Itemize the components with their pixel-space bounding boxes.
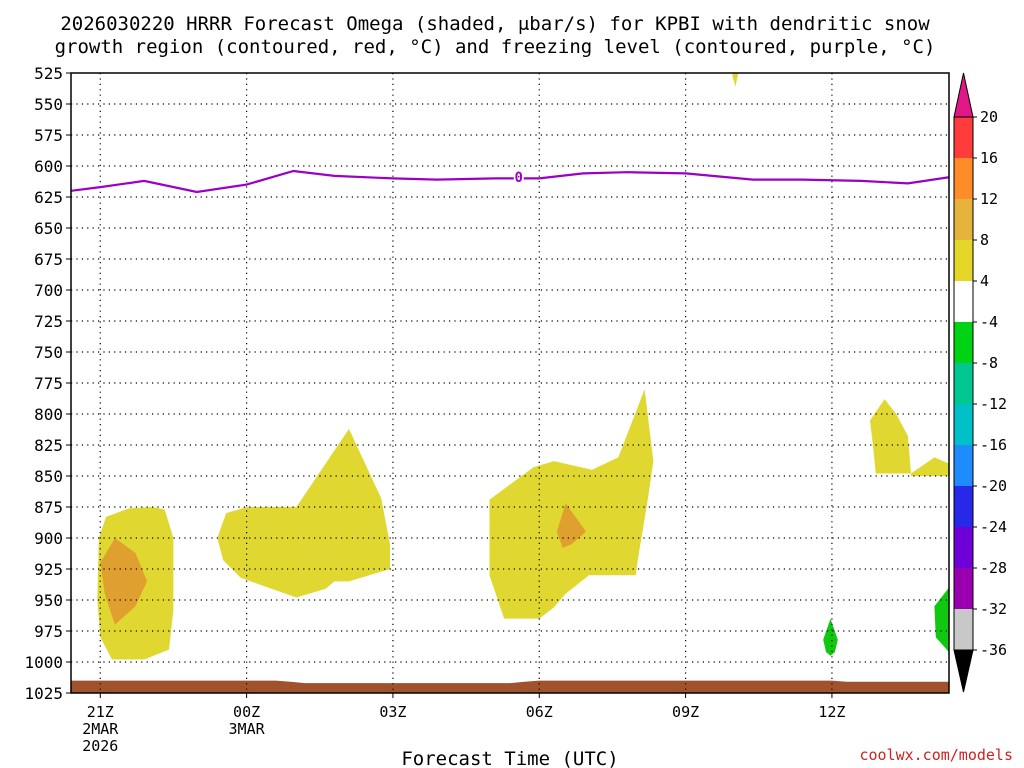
y-tick-label-2: 575: [34, 126, 63, 145]
y-tick-label-4: 625: [34, 188, 63, 207]
y-tick-label-5: 650: [34, 219, 63, 238]
y-tick-label-14: 875: [34, 498, 63, 517]
colorbar-label-10: -24: [980, 518, 1007, 536]
y-axis: 525 550 575 600 625 650 675 700 725 750 775 800 825 8…: [24, 64, 71, 703]
colorbar-segment-9: [954, 486, 973, 528]
colorbar-label-2: 12: [980, 190, 998, 208]
colorbar-label-12: -32: [980, 600, 1007, 618]
colorbar-segment-4: [954, 281, 973, 323]
omega-region-8: [823, 618, 838, 656]
colorbar-label-7: -12: [980, 395, 1007, 413]
y-tick-label-3: 600: [34, 157, 63, 176]
colorbar-label-6: -8: [980, 354, 998, 372]
colorbar-label-0: 20: [980, 108, 998, 126]
colorbar-label-5: -4: [980, 313, 998, 331]
y-tick-label-0: 525: [34, 64, 63, 83]
colorbar-segment-10: [954, 527, 973, 569]
y-tick-label-16: 925: [34, 560, 63, 579]
colorbar-label-3: 8: [980, 231, 989, 249]
y-tick-label-7: 700: [34, 281, 63, 300]
x-axis-label: Forecast Time (UTC): [401, 748, 618, 768]
x-tick-label-2-0: 03Z: [379, 703, 406, 721]
freezing-level-label: 0: [515, 170, 523, 186]
colorbar-label-9: -20: [980, 477, 1007, 495]
y-tick-label-12: 825: [34, 436, 63, 455]
x-tick-label-4-0: 09Z: [672, 703, 699, 721]
y-tick-label-10: 775: [34, 374, 63, 393]
y-tick-label-13: 850: [34, 467, 63, 486]
x-tick-label-0-2: 2026: [82, 737, 118, 755]
y-tick-label-15: 900: [34, 529, 63, 548]
plot-area: 0: [71, 73, 949, 693]
colorbar-segment-8: [954, 445, 973, 487]
colorbar-label-4: 4: [980, 272, 989, 290]
colorbar-bottom-arrow: [953, 649, 974, 693]
freezing-level-line: [71, 169, 949, 194]
y-tick-label-8: 725: [34, 312, 63, 331]
y-tick-label-9: 750: [34, 343, 63, 362]
colorbar-segment-3: [954, 240, 973, 282]
y-tick-label-17: 950: [34, 591, 63, 610]
colorbar-segment-0: [954, 117, 973, 159]
colorbar-segment-7: [954, 404, 973, 446]
colorbar-segment-1: [954, 158, 973, 200]
colorbar-label-8: -16: [980, 436, 1007, 454]
omega-region-3: [489, 389, 654, 619]
colorbar-frame: [953, 116, 974, 651]
colorbar-segment-6: [954, 363, 973, 405]
colorbar-label-13: -36: [980, 641, 1007, 659]
omega-region-9: [934, 587, 949, 653]
omega-region-4: [556, 503, 587, 548]
credit-text: coolwx.com/models: [859, 746, 1013, 764]
colorbar-segment-2: [954, 199, 973, 241]
x-tick-label-1-1: 3MAR: [229, 720, 266, 738]
colorbar-segment-11: [954, 568, 973, 610]
freezing-level-label-bg: [513, 170, 524, 184]
y-tick-label-1: 550: [34, 95, 63, 114]
chart-title-line1: 2026030220 HRRR Forecast Omega (shaded, …: [60, 13, 930, 35]
terrain-fill: [71, 680, 949, 693]
x-tick-label-0-0: 21Z: [87, 703, 114, 721]
x-tick-label-0-1: 2MAR: [82, 720, 119, 738]
y-tick-label-11: 800: [34, 405, 63, 424]
colorbar: 20 16 12 8 4 -4 -8 -12 -16 -20 -24 -28 -32 -36: [953, 72, 1007, 693]
y-tick-label-6: 675: [34, 250, 63, 269]
colorbar-label-11: -28: [980, 559, 1007, 577]
omega-region-7: [732, 73, 739, 87]
x-tick-label-3-0: 06Z: [526, 703, 553, 721]
y-tick-label-18: 975: [34, 622, 63, 641]
omega-region-2: [217, 428, 390, 598]
chart-title-line2: growth region (contoured, red, °C) and f…: [55, 36, 936, 58]
y-tick-label-19: 1000: [24, 653, 63, 672]
omega-region-6: [870, 399, 911, 474]
y-tick-label-20: 1025: [24, 684, 63, 703]
colorbar-segment-12: [954, 609, 973, 651]
colorbar-top-arrow: [953, 72, 974, 118]
colorbar-label-1: 16: [980, 149, 998, 167]
omega-region-1: [100, 538, 148, 625]
x-tick-label-1-0: 00Z: [233, 703, 260, 721]
omega-region-5: [911, 457, 949, 476]
colorbar-segment-5: [954, 322, 973, 364]
x-tick-label-5-0: 12Z: [818, 703, 845, 721]
